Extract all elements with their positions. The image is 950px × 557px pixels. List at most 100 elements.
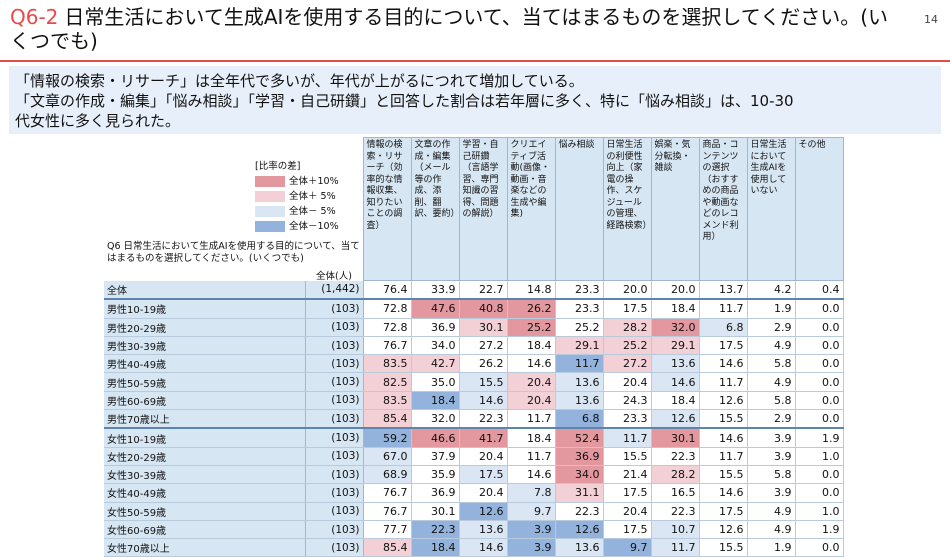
value-cell: 32.0 <box>651 318 700 337</box>
value-cell: 17.5 <box>459 465 508 485</box>
column-header: 情報の検索・リサーチ（効率的な情報収集、知りたいことの調査） <box>362 137 412 281</box>
value-cell: 25.2 <box>603 336 652 356</box>
value-cell: 29.1 <box>651 336 700 356</box>
value-cell: 22.3 <box>459 409 508 429</box>
results-table: 情報の検索・リサーチ（効率的な情報収集、知りたいことの調査） 文章の作成・編集（… <box>104 137 844 557</box>
value-cell: 72.8 <box>363 318 412 337</box>
row-base: (103) <box>305 336 364 356</box>
value-cell: 15.5 <box>699 538 748 557</box>
value-cell: 36.9 <box>411 318 460 337</box>
table-row: 男性10-19歳 (103) 72.8 47.6 40.8 26.2 23.3 17.5 18.… <box>104 298 844 319</box>
value-cell: 33.9 <box>411 280 460 301</box>
page-number: 14 <box>924 13 938 26</box>
value-cell: 37.9 <box>411 447 460 466</box>
value-cell: 12.6 <box>651 409 700 429</box>
value-cell: 4.9 <box>747 372 796 392</box>
value-cell: 18.4 <box>507 427 556 448</box>
table-row: 女性50-59歳 (103) 76.7 30.1 12.6 9.7 22.3 20.4 22.3… <box>104 502 844 521</box>
value-cell: 36.9 <box>555 447 604 466</box>
value-cell: 67.0 <box>363 447 412 466</box>
value-cell: 59.2 <box>363 427 412 448</box>
value-cell: 77.7 <box>363 520 412 540</box>
table-row: 女性40-49歳 (103) 76.7 36.9 20.4 7.8 31.1 17.5 16.5… <box>104 483 844 503</box>
value-cell: 20.0 <box>603 280 652 301</box>
value-cell: 28.2 <box>651 465 700 485</box>
legend-item: 全体＋10% <box>255 175 355 188</box>
value-cell: 42.7 <box>411 354 460 374</box>
column-header: クリエイティブ活動(画像・動画・音楽などの生成や編集) <box>506 137 556 281</box>
value-cell: 2.9 <box>747 409 796 429</box>
value-cell: 85.4 <box>363 538 412 557</box>
value-cell: 18.4 <box>411 538 460 557</box>
value-cell: 26.2 <box>459 354 508 374</box>
row-label: 男性40-49歳 <box>104 354 306 374</box>
value-cell: 4.2 <box>747 280 796 301</box>
legend-swatch <box>255 191 285 202</box>
value-cell: 14.6 <box>699 483 748 503</box>
table-row: 女性60-69歳 (103) 77.7 22.3 13.6 3.9 12.6 17.5 10.7… <box>104 520 844 540</box>
legend-item: 全体－10% <box>255 220 355 233</box>
row-base: (103) <box>305 427 364 448</box>
value-cell: 4.9 <box>747 336 796 356</box>
value-cell: 18.4 <box>651 298 700 319</box>
row-label: 男性20-29歳 <box>104 318 306 337</box>
value-cell: 18.4 <box>507 336 556 356</box>
value-cell: 41.7 <box>459 427 508 448</box>
value-cell: 14.6 <box>699 354 748 374</box>
value-cell: 22.3 <box>555 502 604 521</box>
table-row: 男性30-39歳 (103) 76.7 34.0 27.2 18.4 29.1 25.2 29.… <box>104 336 844 356</box>
title-underline <box>0 60 950 62</box>
value-cell: 20.4 <box>459 447 508 466</box>
value-cell: 17.5 <box>603 298 652 319</box>
value-cell: 5.8 <box>747 465 796 485</box>
value-cell: 52.4 <box>555 427 604 448</box>
value-cell: 0.0 <box>795 409 844 429</box>
value-cell: 31.1 <box>555 483 604 503</box>
summary-line: 「文章の作成・編集」「悩み相談」「学習・自己研鑽」と回答した割合は若年層に多く、… <box>15 92 794 110</box>
value-cell: 14.6 <box>507 354 556 374</box>
value-cell: 13.6 <box>651 354 700 374</box>
value-cell: 9.7 <box>603 538 652 557</box>
row-label: 男性60-69歳 <box>104 391 306 411</box>
table-row: 女性70歳以上 (103) 85.4 18.4 14.6 3.9 13.6 9.7 11.7 15… <box>104 538 844 557</box>
value-cell: 10.7 <box>651 520 700 540</box>
value-cell: 15.5 <box>459 372 508 392</box>
value-cell: 0.0 <box>795 465 844 485</box>
value-cell: 20.4 <box>603 502 652 521</box>
row-label: 女性10-19歳 <box>104 427 306 448</box>
value-cell: 0.0 <box>795 391 844 411</box>
value-cell: 0.0 <box>795 483 844 503</box>
question-title: 日常生活において生成AIを使用する目的について、当てはまるものを選択してください… <box>10 5 889 53</box>
row-base: (103) <box>305 538 364 557</box>
row-label: 女性40-49歳 <box>104 483 306 503</box>
value-cell: 3.9 <box>747 427 796 448</box>
value-cell: 32.0 <box>411 409 460 429</box>
value-cell: 14.6 <box>459 538 508 557</box>
value-cell: 13.6 <box>555 391 604 411</box>
value-cell: 34.0 <box>411 336 460 356</box>
value-cell: 9.7 <box>507 502 556 521</box>
value-cell: 13.6 <box>555 372 604 392</box>
column-header: 日常生活の利便性向上（家電の操作、スケジュールの管理、経路検索） <box>602 137 652 281</box>
value-cell: 72.8 <box>363 298 412 319</box>
value-cell: 3.9 <box>507 520 556 540</box>
value-cell: 17.5 <box>603 483 652 503</box>
legend: [比率の差] 全体＋10% 全体＋ 5% 全体－ 5% 全体－10% <box>255 160 355 235</box>
value-cell: 83.5 <box>363 391 412 411</box>
value-cell: 27.2 <box>603 354 652 374</box>
value-cell: 14.6 <box>699 427 748 448</box>
value-cell: 22.3 <box>411 520 460 540</box>
value-cell: 1.0 <box>795 502 844 521</box>
table-row: 男性40-49歳 (103) 83.5 42.7 26.2 14.6 11.7 27.2 13.… <box>104 354 844 374</box>
value-cell: 23.3 <box>555 280 604 301</box>
value-cell: 13.7 <box>699 280 748 301</box>
table-row: 女性10-19歳 (103) 59.2 46.6 41.7 18.4 52.4 11.7 30.… <box>104 427 844 448</box>
value-cell: 0.0 <box>795 538 844 557</box>
value-cell: 12.6 <box>459 502 508 521</box>
total-row: 全体 (1,442) 76.4 33.9 22.7 14.8 23.3 20.0 20.0 13.… <box>104 280 844 301</box>
table-row: 男性50-59歳 (103) 82.5 35.0 15.5 20.4 13.6 20.4 14.… <box>104 372 844 392</box>
row-base: (103) <box>305 391 364 411</box>
value-cell: 13.6 <box>555 538 604 557</box>
value-cell: 13.6 <box>459 520 508 540</box>
page-title: Q6-2 日常生活において生成AIを使用する目的について、当てはまるものを選択して… <box>10 5 890 53</box>
